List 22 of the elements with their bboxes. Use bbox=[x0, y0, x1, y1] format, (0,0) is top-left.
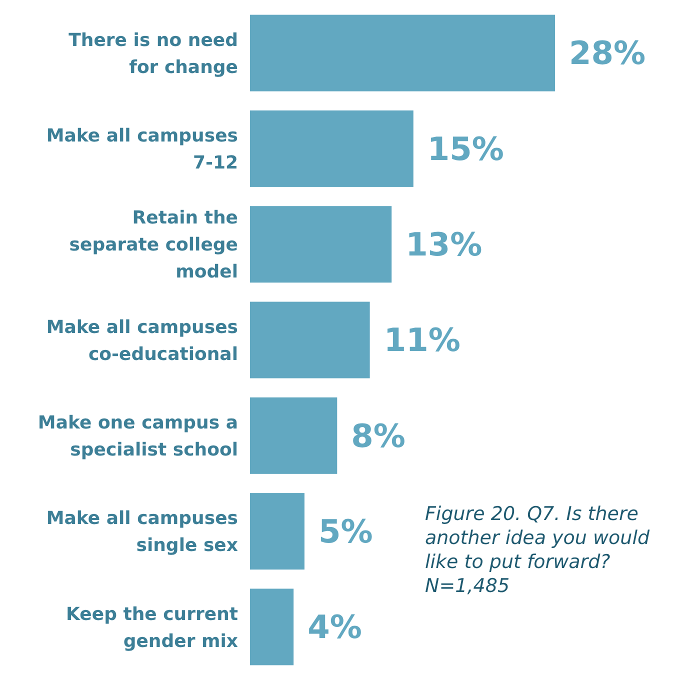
y-tick-label: Make all campuses 7-12 bbox=[46, 125, 238, 174]
bar bbox=[250, 397, 338, 474]
data-label: 8% bbox=[351, 416, 406, 455]
y-tick-label: Make all campuses co-educational bbox=[46, 316, 238, 365]
bar bbox=[250, 110, 414, 187]
data-label: 13% bbox=[406, 226, 482, 264]
y-tick-label: There is no need for change bbox=[68, 30, 238, 78]
data-label: 5% bbox=[318, 512, 373, 551]
bar bbox=[250, 493, 304, 570]
data-label: 4% bbox=[308, 608, 362, 646]
annotation: Figure 20. Q7. Is there another idea you would like to put forward? N=1,485 bbox=[425, 503, 650, 597]
bar bbox=[250, 206, 392, 283]
y-tick-label: Make all campuses single sex bbox=[46, 508, 238, 556]
bar bbox=[250, 588, 294, 666]
data-label: 15% bbox=[427, 130, 504, 168]
data-label: 28% bbox=[569, 34, 646, 72]
data-label: 11% bbox=[384, 321, 460, 360]
y-tick-label: Make one campus a specialist school bbox=[38, 412, 238, 460]
bar bbox=[250, 302, 370, 378]
y-tick-label: Retain the separate college model bbox=[69, 208, 238, 283]
bar bbox=[250, 14, 555, 92]
y-tick-label: Keep the current gender mix bbox=[66, 604, 238, 652]
